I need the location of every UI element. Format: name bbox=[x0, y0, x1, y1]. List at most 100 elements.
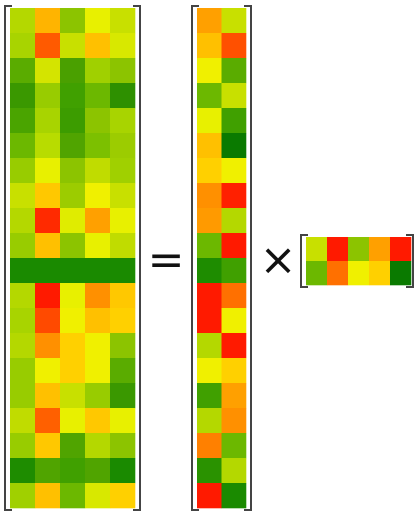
matrix-cell bbox=[221, 258, 247, 284]
matrix-cell bbox=[221, 383, 247, 409]
matrix-cell bbox=[197, 133, 222, 159]
matrix-cell bbox=[369, 261, 391, 286]
matrix-cell bbox=[85, 58, 111, 84]
matrix-cell bbox=[10, 258, 36, 284]
matrix-cell bbox=[197, 158, 222, 184]
matrix-cell bbox=[60, 133, 86, 159]
matrix-cell bbox=[390, 237, 412, 262]
matrix-cell bbox=[85, 408, 111, 434]
matrix-cell bbox=[85, 33, 111, 59]
matrix-cell bbox=[35, 333, 61, 359]
matrix-cell bbox=[60, 408, 86, 434]
matrix-cell bbox=[197, 308, 222, 334]
matrix-cell bbox=[221, 233, 247, 259]
matrix-cell bbox=[85, 383, 111, 409]
matrix-cell bbox=[35, 433, 61, 459]
matrix-cell bbox=[85, 333, 111, 359]
matrix-cell bbox=[85, 483, 111, 509]
matrix-cell bbox=[35, 108, 61, 134]
matrix-cell bbox=[35, 233, 61, 259]
matrix-cell bbox=[110, 33, 136, 59]
matrix-cell bbox=[60, 158, 86, 184]
matrix-cell bbox=[35, 208, 61, 234]
matrix-cell bbox=[110, 83, 136, 109]
matrix-cell bbox=[85, 308, 111, 334]
matrix-cell bbox=[60, 233, 86, 259]
bracket bbox=[191, 5, 199, 511]
matrix-cell bbox=[85, 83, 111, 109]
matrix-cell bbox=[110, 158, 136, 184]
matrix-cell bbox=[10, 433, 36, 459]
matrix-cell bbox=[197, 483, 222, 509]
matrix-cell bbox=[221, 108, 247, 134]
product bbox=[10, 8, 136, 509]
matrix-cell bbox=[35, 258, 61, 284]
matrix-cell bbox=[221, 483, 247, 509]
bracket bbox=[300, 234, 308, 288]
matrix-cell bbox=[85, 133, 111, 159]
matrix-cell bbox=[110, 333, 136, 359]
bracket bbox=[244, 5, 252, 511]
matrix-cell bbox=[85, 258, 111, 284]
matrix-cell bbox=[197, 8, 222, 34]
matrix-cell bbox=[348, 237, 370, 262]
matrix-cell bbox=[85, 283, 111, 309]
matrix-cell bbox=[306, 261, 328, 286]
matrix-cell bbox=[197, 33, 222, 59]
matrix-cell bbox=[60, 33, 86, 59]
matrix-cell bbox=[35, 458, 61, 484]
matrix-cell bbox=[35, 83, 61, 109]
matrix-cell bbox=[197, 433, 222, 459]
matrix-cell bbox=[85, 108, 111, 134]
matrix-cell bbox=[10, 83, 36, 109]
matrix-cell bbox=[35, 308, 61, 334]
matrix-cell bbox=[85, 233, 111, 259]
matrix-cell bbox=[10, 158, 36, 184]
matrix-cell bbox=[197, 83, 222, 109]
matrix-cell bbox=[10, 183, 36, 209]
left-factor bbox=[197, 8, 247, 509]
matrix-cell bbox=[110, 483, 136, 509]
matrix-cell bbox=[110, 408, 136, 434]
matrix-cell bbox=[35, 158, 61, 184]
matrix-cell bbox=[10, 233, 36, 259]
matrix-cell bbox=[110, 58, 136, 84]
matrix-cell bbox=[35, 383, 61, 409]
matrix-cell bbox=[110, 183, 136, 209]
matrix-cell bbox=[60, 333, 86, 359]
matrix-cell bbox=[35, 58, 61, 84]
matrix-cell bbox=[221, 8, 247, 34]
matrix-cell bbox=[10, 483, 36, 509]
matrix-cell bbox=[221, 33, 247, 59]
matrix-cell bbox=[85, 358, 111, 384]
matrix-cell bbox=[221, 408, 247, 434]
matrix-cell bbox=[60, 483, 86, 509]
matrix-cell bbox=[221, 333, 247, 359]
matrix-cell bbox=[35, 133, 61, 159]
matrix-cell bbox=[35, 33, 61, 59]
matrix-cell bbox=[197, 358, 222, 384]
matrix-cell bbox=[197, 333, 222, 359]
matrix-cell bbox=[60, 208, 86, 234]
matrix-cell bbox=[197, 383, 222, 409]
matrix-cell bbox=[60, 258, 86, 284]
matrix-cell bbox=[197, 283, 222, 309]
matrix-cell bbox=[35, 483, 61, 509]
matrix-cell bbox=[110, 233, 136, 259]
matrix-cell bbox=[327, 261, 349, 286]
matrix-cell bbox=[110, 383, 136, 409]
matrix-cell bbox=[221, 433, 247, 459]
matrix-cell bbox=[10, 458, 36, 484]
matrix-cell bbox=[348, 261, 370, 286]
matrix-cell bbox=[10, 108, 36, 134]
matrix-cell bbox=[60, 108, 86, 134]
matrix-cell bbox=[35, 8, 61, 34]
matrix-cell bbox=[110, 208, 136, 234]
matrix-cell bbox=[10, 408, 36, 434]
matrix-cell bbox=[221, 183, 247, 209]
matrix-cell bbox=[327, 237, 349, 262]
times-sign: × bbox=[260, 235, 297, 286]
matrix-cell bbox=[10, 58, 36, 84]
matrix-cell bbox=[10, 308, 36, 334]
